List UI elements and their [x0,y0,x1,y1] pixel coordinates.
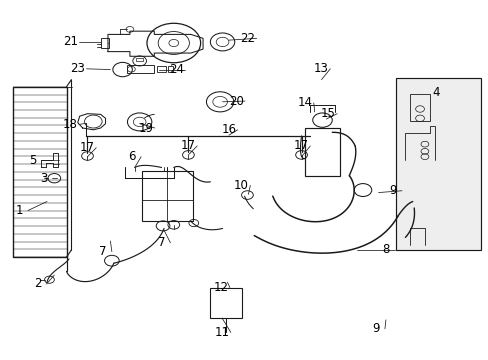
Bar [168,66,173,72]
Text: 2: 2 [34,278,41,291]
Text: 23: 23 [70,62,85,75]
Bar [305,128,339,176]
Text: 17: 17 [80,141,95,154]
Text: 16: 16 [221,123,236,136]
Text: 15: 15 [320,107,335,120]
Text: 19: 19 [138,122,153,135]
Text: 9: 9 [388,184,396,197]
Text: 21: 21 [63,35,78,49]
Text: 22: 22 [240,32,255,45]
Text: 18: 18 [63,118,78,131]
Text: 10: 10 [234,179,248,192]
Bar [395,78,480,250]
Bar [409,94,429,121]
Text: 7: 7 [158,236,165,249]
Text: 20: 20 [228,95,243,108]
Bar [127,65,154,73]
Text: 5: 5 [29,154,36,167]
Text: 17: 17 [181,139,196,152]
Text: 13: 13 [313,62,328,75]
Text: 1: 1 [16,204,23,217]
Text: 12: 12 [213,281,228,294]
Bar [136,58,143,61]
Text: 6: 6 [128,150,136,163]
Text: 3: 3 [40,172,47,185]
Bar [157,66,166,72]
Text: 24: 24 [168,63,183,76]
Text: 11: 11 [214,326,229,339]
Text: 9: 9 [372,322,379,335]
Bar [142,171,193,221]
Bar [210,288,242,318]
Text: 17: 17 [293,139,308,152]
Text: 14: 14 [297,96,312,109]
Text: 8: 8 [382,243,389,256]
Text: 7: 7 [99,245,106,258]
Bar [13,87,66,257]
Bar [101,38,109,48]
Text: 4: 4 [431,86,439,99]
